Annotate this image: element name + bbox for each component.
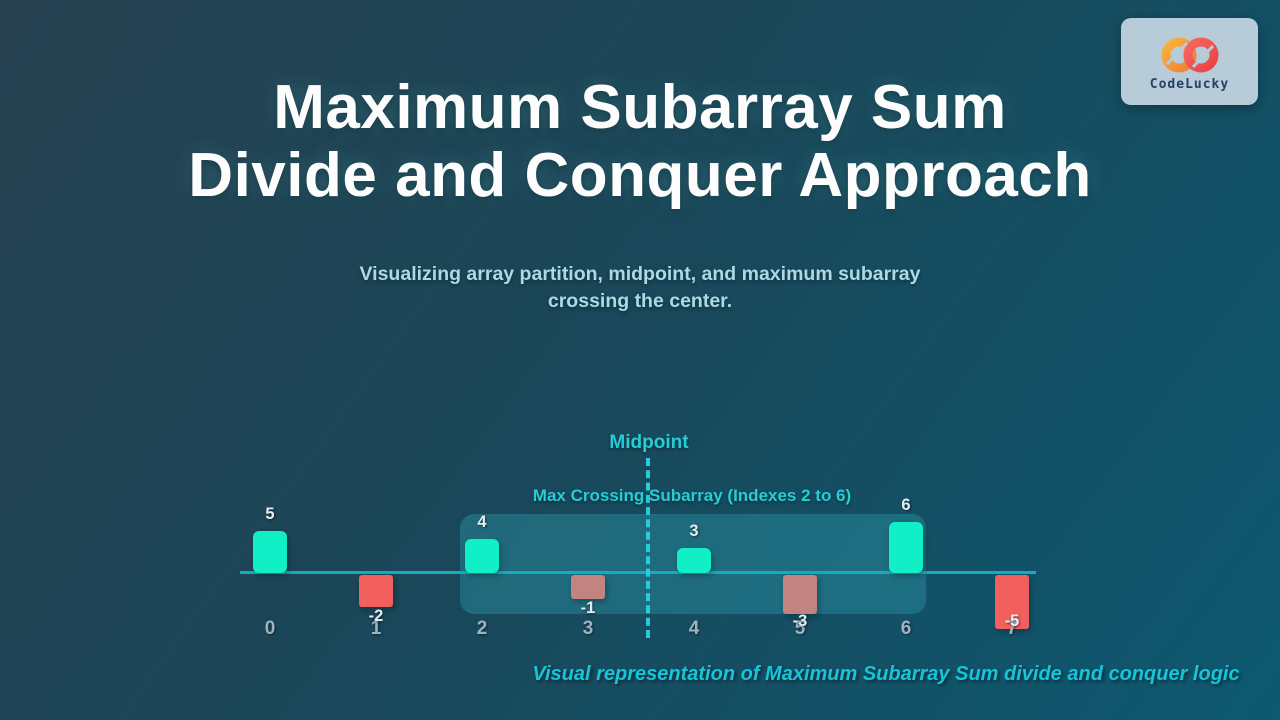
value-label-6: 6 <box>901 496 911 514</box>
caption: Visual representation of Maximum Subarra… <box>532 663 1240 685</box>
index-label-3: 3 <box>582 618 594 639</box>
crossing-subarray-label: Max Crossing Subarray (Indexes 2 to 6) <box>532 486 852 505</box>
midpoint-label: Midpoint <box>609 432 689 453</box>
index-label-4: 4 <box>688 618 700 639</box>
value-label-0: 5 <box>265 504 275 523</box>
page-title: Maximum Subarray Sum Divide and Conquer A… <box>0 74 1280 209</box>
value-label-1: -2 <box>368 606 384 625</box>
value-label-5: -3 <box>792 612 808 630</box>
logo-text: CodeLucky <box>1149 76 1230 92</box>
codelucky-logo: CodeLucky <box>1121 18 1258 105</box>
bar-index-1 <box>359 575 393 607</box>
value-label-4: 3 <box>689 521 699 540</box>
index-label-6: 6 <box>900 618 912 639</box>
bar-index-6 <box>889 522 923 573</box>
index-label-7: 7 <box>1006 618 1018 639</box>
bar-index-7 <box>995 575 1029 629</box>
index-label-2: 2 <box>476 618 488 639</box>
infinity-icon <box>1161 37 1218 72</box>
subtitle: Visualizing array partition, midpoint, a… <box>0 261 1280 314</box>
bar-index-0 <box>253 530 287 573</box>
value-label-2: 4 <box>477 513 487 531</box>
title-line-1: Maximum Subarray Sum <box>273 73 1007 142</box>
bar-index-3 <box>571 575 605 600</box>
title-line-2: Divide and Conquer Approach <box>188 140 1092 210</box>
index-label-1: 1 <box>370 618 382 639</box>
index-label-5: 5 <box>794 618 806 639</box>
bar-index-5 <box>783 575 817 614</box>
x-axis-line <box>240 571 1036 574</box>
bar-index-4 <box>677 547 711 573</box>
subtitle-line-2: crossing the center. <box>547 289 733 312</box>
subtitle-line-1: Visualizing array partition, midpoint, a… <box>359 263 921 285</box>
value-label-7: -5 <box>1004 612 1020 630</box>
index-label-0: 0 <box>264 618 276 639</box>
value-label-3: -1 <box>580 599 596 618</box>
bar-index-2 <box>465 539 499 573</box>
midpoint-dashed-line <box>646 458 650 638</box>
